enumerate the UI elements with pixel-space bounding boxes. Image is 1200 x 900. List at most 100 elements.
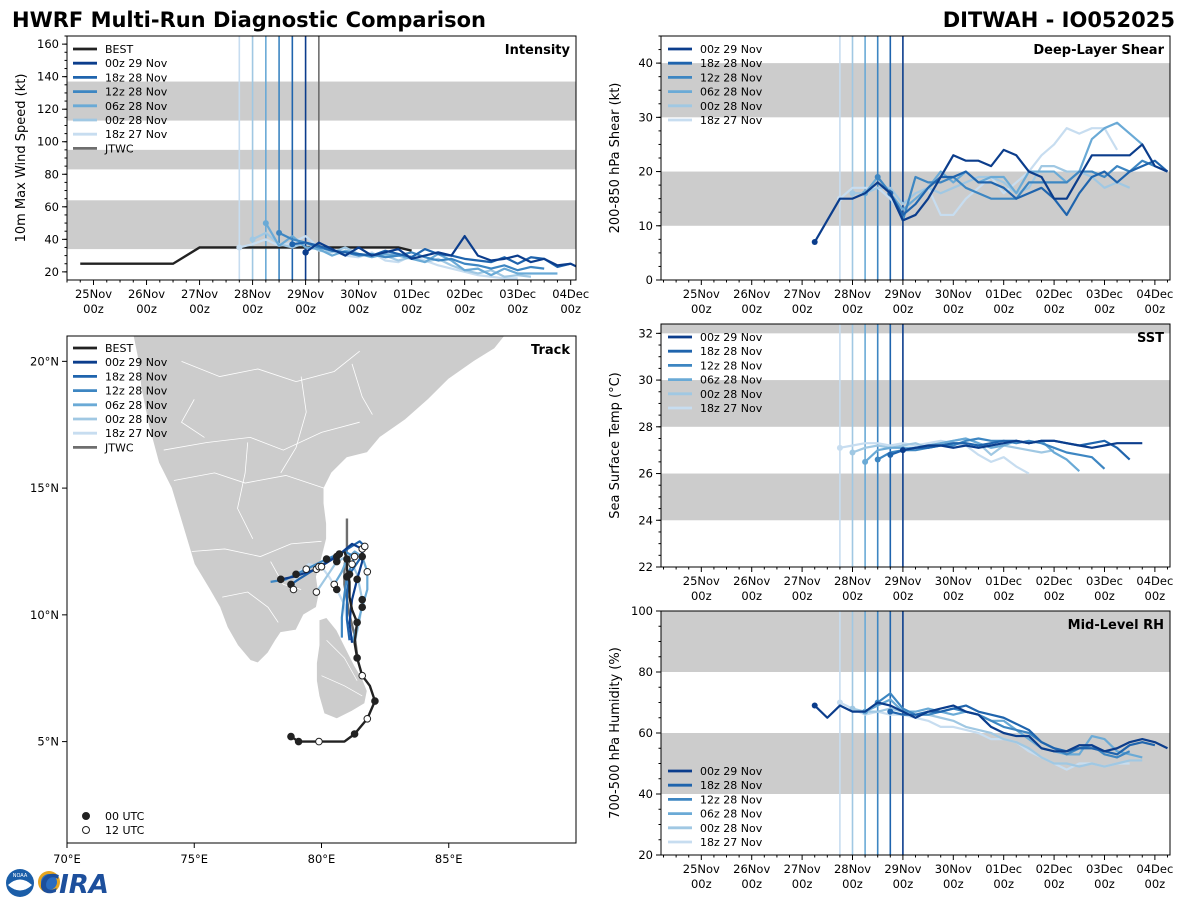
run-track-12utc-marker [360, 542, 369, 551]
rh-legend-label: 18z 27 Nov [700, 836, 763, 849]
noaa-wave-icon [8, 879, 32, 891]
rh-xtick-day: 30Nov [935, 862, 972, 876]
best-track-12utc-marker [363, 714, 372, 723]
rh-legend-label: 06z 28 Nov [700, 808, 763, 821]
legend-12utc-marker [82, 826, 90, 834]
intensity-xtick-day: 30Nov [340, 287, 377, 301]
rh-band [661, 611, 1170, 672]
sst-xtick-hour: 00z [943, 589, 964, 603]
rh-ylabel: 700-500 hPa Humidity (%) [608, 647, 623, 819]
state-border [163, 421, 360, 451]
intensity-legend-label: BEST [105, 43, 133, 56]
shear-xtick-hour: 00z [1094, 302, 1115, 316]
track-lat-label: 15°N [30, 481, 59, 495]
best-track-00utc-marker [287, 732, 295, 741]
sst-legend-label: 00z 28 Nov [700, 388, 763, 401]
shear-xtick-hour: 00z [993, 302, 1014, 316]
sst-series-start-point [862, 458, 869, 465]
india-landmass [132, 336, 576, 664]
intensity-xtick-hour: 00z [401, 302, 422, 316]
shear-xtick-day: 27Nov [784, 287, 821, 301]
best-track-00utc-marker [371, 697, 379, 705]
run-track-00utc-marker [332, 557, 341, 566]
intensity-legend-label: 06z 28 Nov [105, 100, 168, 113]
track-lat-label: 10°N [30, 608, 59, 622]
run-track-00utc-marker [276, 575, 285, 584]
track-lat-label: 5°N [37, 735, 59, 749]
run-track-00utc-marker [335, 550, 344, 558]
rh-series-line [813, 701, 1168, 753]
shear-series-start-point [849, 190, 856, 197]
rh-ytick-label: 80 [638, 665, 653, 679]
sst-series-line [839, 439, 1030, 475]
run-track-00utc-marker [358, 595, 367, 604]
intensity-ytick-label: 160 [37, 37, 59, 51]
figure-title-left: HWRF Multi-Run Diagnostic Comparison [12, 8, 486, 32]
sst-ytick-label: 26 [638, 467, 653, 481]
intensity-legend-label: 12z 28 Nov [105, 86, 168, 99]
intensity-xtick-day: 02Dec [446, 287, 483, 301]
intensity-ytick-label: 120 [37, 102, 59, 116]
rh-title: Mid-Level RH [1068, 618, 1164, 633]
run-track-00utc-marker [343, 573, 351, 581]
shear-xtick-day: 28Nov [834, 287, 871, 301]
run-track-12utc-marker [350, 552, 359, 561]
intensity-xtick-hour: 00z [454, 302, 475, 316]
sst-xtick-hour: 00z [1044, 589, 1065, 603]
best-track-00utc-marker [353, 654, 361, 662]
sst-title: SST [1137, 331, 1164, 346]
rh-xtick-hour: 00z [1145, 877, 1166, 891]
intensity-xtick-hour: 00z [242, 302, 263, 316]
rh-xtick-day: 26Nov [733, 862, 770, 876]
run-track-00utc-marker [322, 555, 331, 563]
rh-ytick-label: 60 [638, 726, 653, 740]
legend-00utc-label: 00 UTC [105, 810, 145, 823]
shear-legend-label: 00z 29 Nov [700, 43, 763, 56]
sst-ytick-label: 24 [638, 513, 653, 527]
rh-xtick-day: 25Nov [683, 862, 720, 876]
rh-xtick-hour: 00z [993, 877, 1014, 891]
intensity-series-start-point [289, 241, 296, 248]
shear-ytick-label: 20 [638, 165, 653, 179]
sst-xtick-day: 27Nov [784, 574, 821, 588]
intensity-xtick-day: 29Nov [287, 287, 324, 301]
track-legend-label: 12z 28 Nov [105, 385, 168, 398]
shear-xtick-hour: 00z [741, 302, 762, 316]
rh-series-start-point [811, 702, 818, 709]
intensity-xtick-day: 04Dec [552, 287, 589, 301]
sst-legend-label: 12z 28 Nov [700, 359, 763, 372]
shear-xtick-day: 29Nov [884, 287, 921, 301]
rh-xtick-hour: 00z [792, 877, 813, 891]
intensity-xtick-day: 26Nov [128, 287, 165, 301]
legend-00utc-marker [82, 812, 90, 820]
shear-plot-area [661, 36, 1170, 280]
intensity-band [67, 149, 576, 170]
best-track-12utc-marker [358, 671, 367, 680]
sst-series-start-point [887, 451, 894, 458]
shear-xtick-hour: 00z [691, 302, 712, 316]
intensity-xtick-day: 01Dec [393, 287, 430, 301]
shear-xtick-hour: 00z [893, 302, 914, 316]
sst-series-start-point [899, 447, 906, 454]
intensity-series-start-point [276, 229, 283, 236]
shear-series-line [864, 121, 1143, 211]
shear-legend-label: 06z 28 Nov [700, 86, 763, 99]
run-track-12utc-marker [302, 565, 311, 574]
rh-ytick-label: 20 [638, 848, 653, 862]
rh-legend-label: 12z 28 Nov [700, 793, 763, 806]
sst-legend-label: 06z 28 Nov [700, 374, 763, 387]
sst-ytick-label: 28 [638, 420, 653, 434]
rh-xtick-day: 01Dec [985, 862, 1022, 876]
intensity-xtick-day: 28Nov [234, 287, 271, 301]
track-legend-label: BEST [105, 342, 133, 355]
best-track-00utc-marker [353, 618, 361, 627]
shear-xtick-day: 04Dec [1136, 287, 1173, 301]
sst-plot-area [661, 324, 1170, 567]
province-border [326, 639, 358, 681]
rh-xtick-day: 28Nov [834, 862, 871, 876]
run-track-12utc-marker [317, 562, 326, 571]
intensity-ytick-label: 100 [37, 135, 59, 149]
state-border [222, 591, 279, 623]
rh-xtick-day: 02Dec [1036, 862, 1073, 876]
shear-xtick-hour: 00z [792, 302, 813, 316]
